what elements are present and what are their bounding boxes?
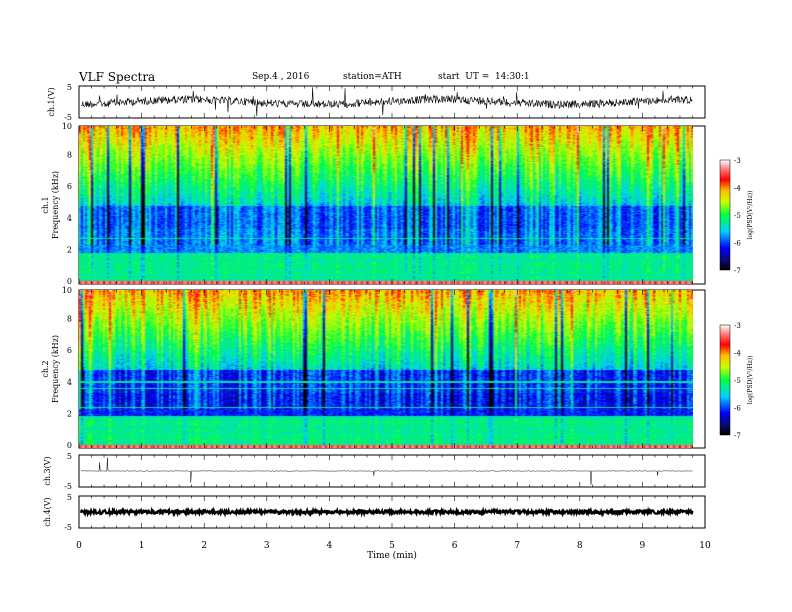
- start-time-label: start UT = 14:30:1: [438, 72, 530, 82]
- xtick-8: 8: [577, 541, 583, 551]
- xtick-2: 2: [201, 541, 207, 551]
- ch1-cb-tick-4: -7: [734, 267, 741, 275]
- ch1-spectrogram-image: [79, 126, 693, 284]
- xtick-5: 5: [389, 541, 395, 551]
- ch1-waveform-line: [80, 87, 693, 117]
- ch2-ytick-6: 6: [67, 346, 72, 355]
- ch2-ytick-4: 4: [67, 378, 72, 387]
- ch1-ytick-0: 0: [67, 277, 72, 286]
- ch2-cb-tick-0: -3: [734, 322, 741, 330]
- ch1-colorbar-label: log(PSD(V²/Hz)): [747, 191, 754, 240]
- ch2-colorbar: [719, 324, 731, 436]
- ch2-ytick-0: 0: [67, 441, 72, 450]
- date-label: Sep.4 , 2016: [252, 72, 310, 82]
- ch2-cb-tick-4: -7: [734, 432, 741, 440]
- xtick-9: 9: [640, 541, 646, 551]
- ch2-colorbar-label: log(PSD(V²/Hz)): [747, 356, 754, 405]
- xtick-4: 4: [327, 541, 333, 551]
- ch2-spectrogram-panel: 0 2 4 6 8 10 ch.2 Frequency (kHz) -3 -4 …: [41, 286, 754, 450]
- ch1-ylabel: ch.1(V): [47, 87, 56, 116]
- ch3-ytick-bottom: -5: [64, 482, 72, 491]
- ch1-spec-ylabel: ch.1: [41, 196, 50, 213]
- ch1-cb-tick-0: -3: [734, 157, 741, 165]
- ch2-cb-tick-2: -5: [734, 377, 741, 385]
- ch4-ytick-top: 5: [67, 493, 72, 502]
- chart-title: VLF Spectra: [79, 70, 156, 84]
- ch2-cb-tick-1: -4: [734, 350, 741, 358]
- xtick-10: 10: [699, 541, 711, 551]
- ch2-ytick-8: 8: [67, 315, 72, 324]
- ch2-cb-tick-3: -6: [734, 405, 741, 413]
- ch2-frequency-label: Frequency (kHz): [51, 335, 60, 403]
- ch3-waveform-line: [80, 457, 693, 485]
- ch4-waveform-panel: 5 -5 ch.4(V): [43, 493, 706, 532]
- ch1-ytick-bottom: -5: [64, 113, 72, 122]
- ch1-ytick-8: 8: [67, 151, 72, 160]
- ch3-waveform-panel: 5 -5 ch.3(V): [43, 452, 706, 491]
- ch1-frequency-label: Frequency (kHz): [51, 171, 60, 239]
- ch1-ytick-4: 4: [67, 214, 72, 223]
- ch1-cb-tick-2: -5: [734, 212, 741, 220]
- station-label: station=ATH: [343, 72, 402, 82]
- xtick-6: 6: [452, 541, 458, 551]
- ch1-frequency-ticks: 0 2 4 6 8 10: [62, 122, 72, 286]
- ch4-ytick-bottom: -5: [64, 523, 72, 532]
- ch3-ylabel: ch.3(V): [43, 456, 52, 485]
- ch1-spectrogram-panel: 0 2 4 6 8 10 ch.1 Frequency (kHz) -3 -4 …: [41, 122, 754, 286]
- x-axis: 0 1 2 3 4 5 6 7 8 9 10 Time (min): [76, 541, 711, 561]
- time-tick-marks: [78, 86, 706, 528]
- ch1-waveform-panel: 5 -5 ch.1(V): [47, 83, 706, 122]
- ch4-ylabel: ch.4(V): [43, 497, 52, 526]
- ch1-colorbar: [719, 159, 731, 271]
- xtick-0: 0: [76, 541, 82, 551]
- ch4-waveform-line: [79, 506, 694, 518]
- ch3-ytick-top: 5: [67, 452, 72, 461]
- ch1-ytick-10: 10: [62, 122, 72, 131]
- ch1-ytick-2: 2: [67, 245, 72, 254]
- ch1-ytick-top: 5: [67, 83, 72, 92]
- ch2-ytick-2: 2: [67, 409, 72, 418]
- ch1-cb-tick-1: -4: [734, 185, 741, 193]
- ch1-cb-tick-3: -6: [734, 240, 741, 248]
- xtick-1: 1: [139, 541, 145, 551]
- xtick-3: 3: [264, 541, 270, 551]
- x-axis-label: Time (min): [367, 550, 417, 561]
- ch2-ytick-10: 10: [62, 286, 72, 295]
- ch2-spectrogram-image: [79, 290, 693, 448]
- xtick-7: 7: [514, 541, 520, 551]
- ch2-spec-ylabel: ch.2: [41, 360, 50, 377]
- ch1-ytick-6: 6: [67, 182, 72, 191]
